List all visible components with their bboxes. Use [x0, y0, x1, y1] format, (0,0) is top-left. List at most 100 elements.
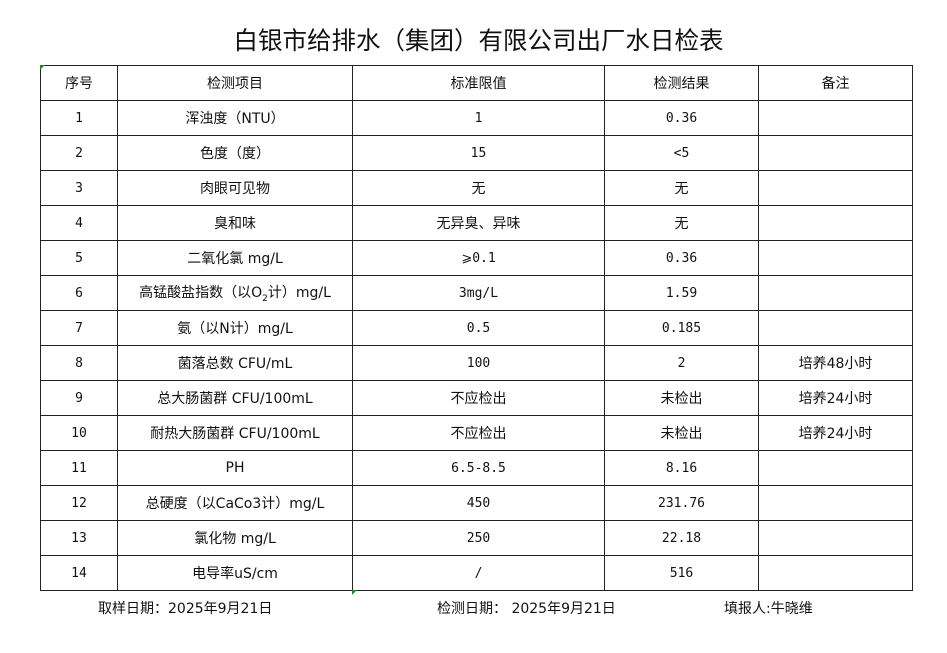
row-result: 0.36: [604, 100, 759, 136]
row-result: 0.185: [604, 310, 759, 346]
row-item: 菌落总数 CFU/mL: [117, 345, 353, 381]
row-note: [758, 240, 913, 276]
row-result: 2: [604, 345, 759, 381]
row-note: [758, 205, 913, 241]
row-result: <5: [604, 135, 759, 171]
item-text: 高锰酸盐指数（以O: [139, 285, 263, 302]
page-title: 白银市给排水（集团）有限公司出厂水日检表: [233, 26, 724, 55]
header-result: 检测结果: [604, 65, 759, 101]
row-result: 无: [604, 170, 759, 206]
row-item: 肉眼可见物: [117, 170, 353, 206]
row-limit: ⩾0.1: [352, 240, 605, 276]
row-no: 9: [40, 380, 118, 416]
item-subscript: 2: [262, 293, 268, 304]
table-row: 14 电导率uS/cm/516: [40, 555, 913, 591]
row-result: 未检出: [604, 380, 759, 416]
row-limit: 无: [352, 170, 605, 206]
row-no: 5: [40, 240, 118, 276]
table-row: 11 PH 6.5-8.5 8.16: [40, 450, 913, 486]
row-note: 培养48小时: [758, 345, 913, 381]
row-limit: 3mg/L: [352, 275, 605, 311]
row-no: 7: [40, 310, 118, 346]
row-result: 8.16: [604, 450, 759, 486]
item-text: 计）mg/L: [267, 285, 331, 302]
header-note: 备注: [758, 65, 913, 101]
header-limit: 标准限值: [352, 65, 605, 101]
row-result: 22.18: [604, 520, 759, 556]
row-result: 0.36: [604, 240, 759, 276]
row-note: [758, 170, 913, 206]
row-no: 2: [40, 135, 118, 171]
row-item: 耐热大肠菌群 CFU/100mL: [117, 415, 353, 451]
test-date: 检测日期： 2025年9月21日: [437, 601, 616, 617]
row-no: 11: [40, 450, 118, 486]
row-item: 总硬度（以CaCo3计）mg/L: [117, 485, 353, 521]
row-result: 未检出: [604, 415, 759, 451]
table-row: 10 耐热大肠菌群 CFU/100mL 不应检出 未检出 培养24小时: [40, 415, 913, 451]
row-limit: 不应检出: [352, 415, 605, 451]
row-note: [758, 485, 913, 521]
table-row: 7 氨（以N计）mg/L 0.5 0.185: [40, 310, 913, 346]
reporter: 填报人:牛晓维: [724, 601, 813, 617]
row-note: [758, 100, 913, 136]
header-item: 检测项目: [117, 65, 353, 101]
header-no: 序号: [40, 65, 118, 101]
row-limit: 0.5: [352, 310, 605, 346]
row-item: 总大肠菌群 CFU/100mL: [117, 380, 353, 416]
row-result: 无: [604, 205, 759, 241]
row-result: 516: [604, 555, 759, 591]
table-row: 3 肉眼可见物无无: [40, 170, 913, 206]
row-item: 电导率uS/cm: [117, 555, 353, 591]
row-item: 色度（度）: [117, 135, 353, 171]
row-limit: 100: [352, 345, 605, 381]
row-note: [758, 310, 913, 346]
row-item: 高锰酸盐指数（以O2计）mg/L: [117, 275, 353, 311]
table-row: 8 菌落总数 CFU/mL 100 2 培养48小时: [40, 345, 913, 381]
row-note: [758, 135, 913, 171]
row-limit: 1: [352, 100, 605, 136]
table-row: 5 二氧化氯 mg/L ⩾0.1 0.36: [40, 240, 913, 276]
table-row: 2 色度（度） 15 <5: [40, 135, 913, 171]
row-no: 4: [40, 205, 118, 241]
row-item: 臭和味: [117, 205, 353, 241]
row-no: 12: [40, 485, 118, 521]
row-note: [758, 450, 913, 486]
row-item: 氯化物 mg/L: [117, 520, 353, 556]
row-limit: 250: [352, 520, 605, 556]
row-note: [758, 275, 913, 311]
row-note: [758, 555, 913, 591]
table-row: 4 臭和味 无异臭、异味无: [40, 205, 913, 241]
row-limit: 无异臭、异味: [352, 205, 605, 241]
row-item: PH: [117, 450, 353, 486]
table-row: 6 高锰酸盐指数（以O2计）mg/L 3mg/L 1.59: [40, 275, 913, 311]
row-result: 1.59: [604, 275, 759, 311]
row-note: 培养24小时: [758, 380, 913, 416]
sampling-date: 取样日期：2025年9月21日: [98, 601, 273, 617]
row-note: [758, 520, 913, 556]
row-item: 氨（以N计）mg/L: [117, 310, 353, 346]
row-no: 13: [40, 520, 118, 556]
row-note: 培养24小时: [758, 415, 913, 451]
cell-marker: [352, 590, 357, 595]
row-no: 1: [40, 100, 118, 136]
row-result: 231.76: [604, 485, 759, 521]
row-item: 二氧化氯 mg/L: [117, 240, 353, 276]
row-limit: 不应检出: [352, 380, 605, 416]
table-row: 13 氯化物 mg/L 250 22.18: [40, 520, 913, 556]
table-row: 9 总大肠菌群 CFU/100mL 不应检出 未检出 培养24小时: [40, 380, 913, 416]
row-limit: 6.5-8.5: [352, 450, 605, 486]
table-row: 1 浑浊度（NTU） 1 0.36: [40, 100, 913, 136]
table-row: 12 总硬度（以CaCo3计）mg/L 450 231.76: [40, 485, 913, 521]
row-no: 6: [40, 275, 118, 311]
row-no: 14: [40, 555, 118, 591]
row-limit: 450: [352, 485, 605, 521]
cell-marker: [40, 65, 45, 70]
row-no: 3: [40, 170, 118, 206]
row-no: 8: [40, 345, 118, 381]
row-item: 浑浊度（NTU）: [117, 100, 353, 136]
inspection-table: 序号 检测项目 标准限值 检测结果 备注 1 浑浊度（NTU） 1 0.36 2 色度（度…: [40, 65, 913, 591]
table-header-row: 序号 检测项目 标准限值 检测结果 备注: [40, 65, 913, 101]
row-limit: /: [352, 555, 605, 591]
row-no: 10: [40, 415, 118, 451]
row-limit: 15: [352, 135, 605, 171]
